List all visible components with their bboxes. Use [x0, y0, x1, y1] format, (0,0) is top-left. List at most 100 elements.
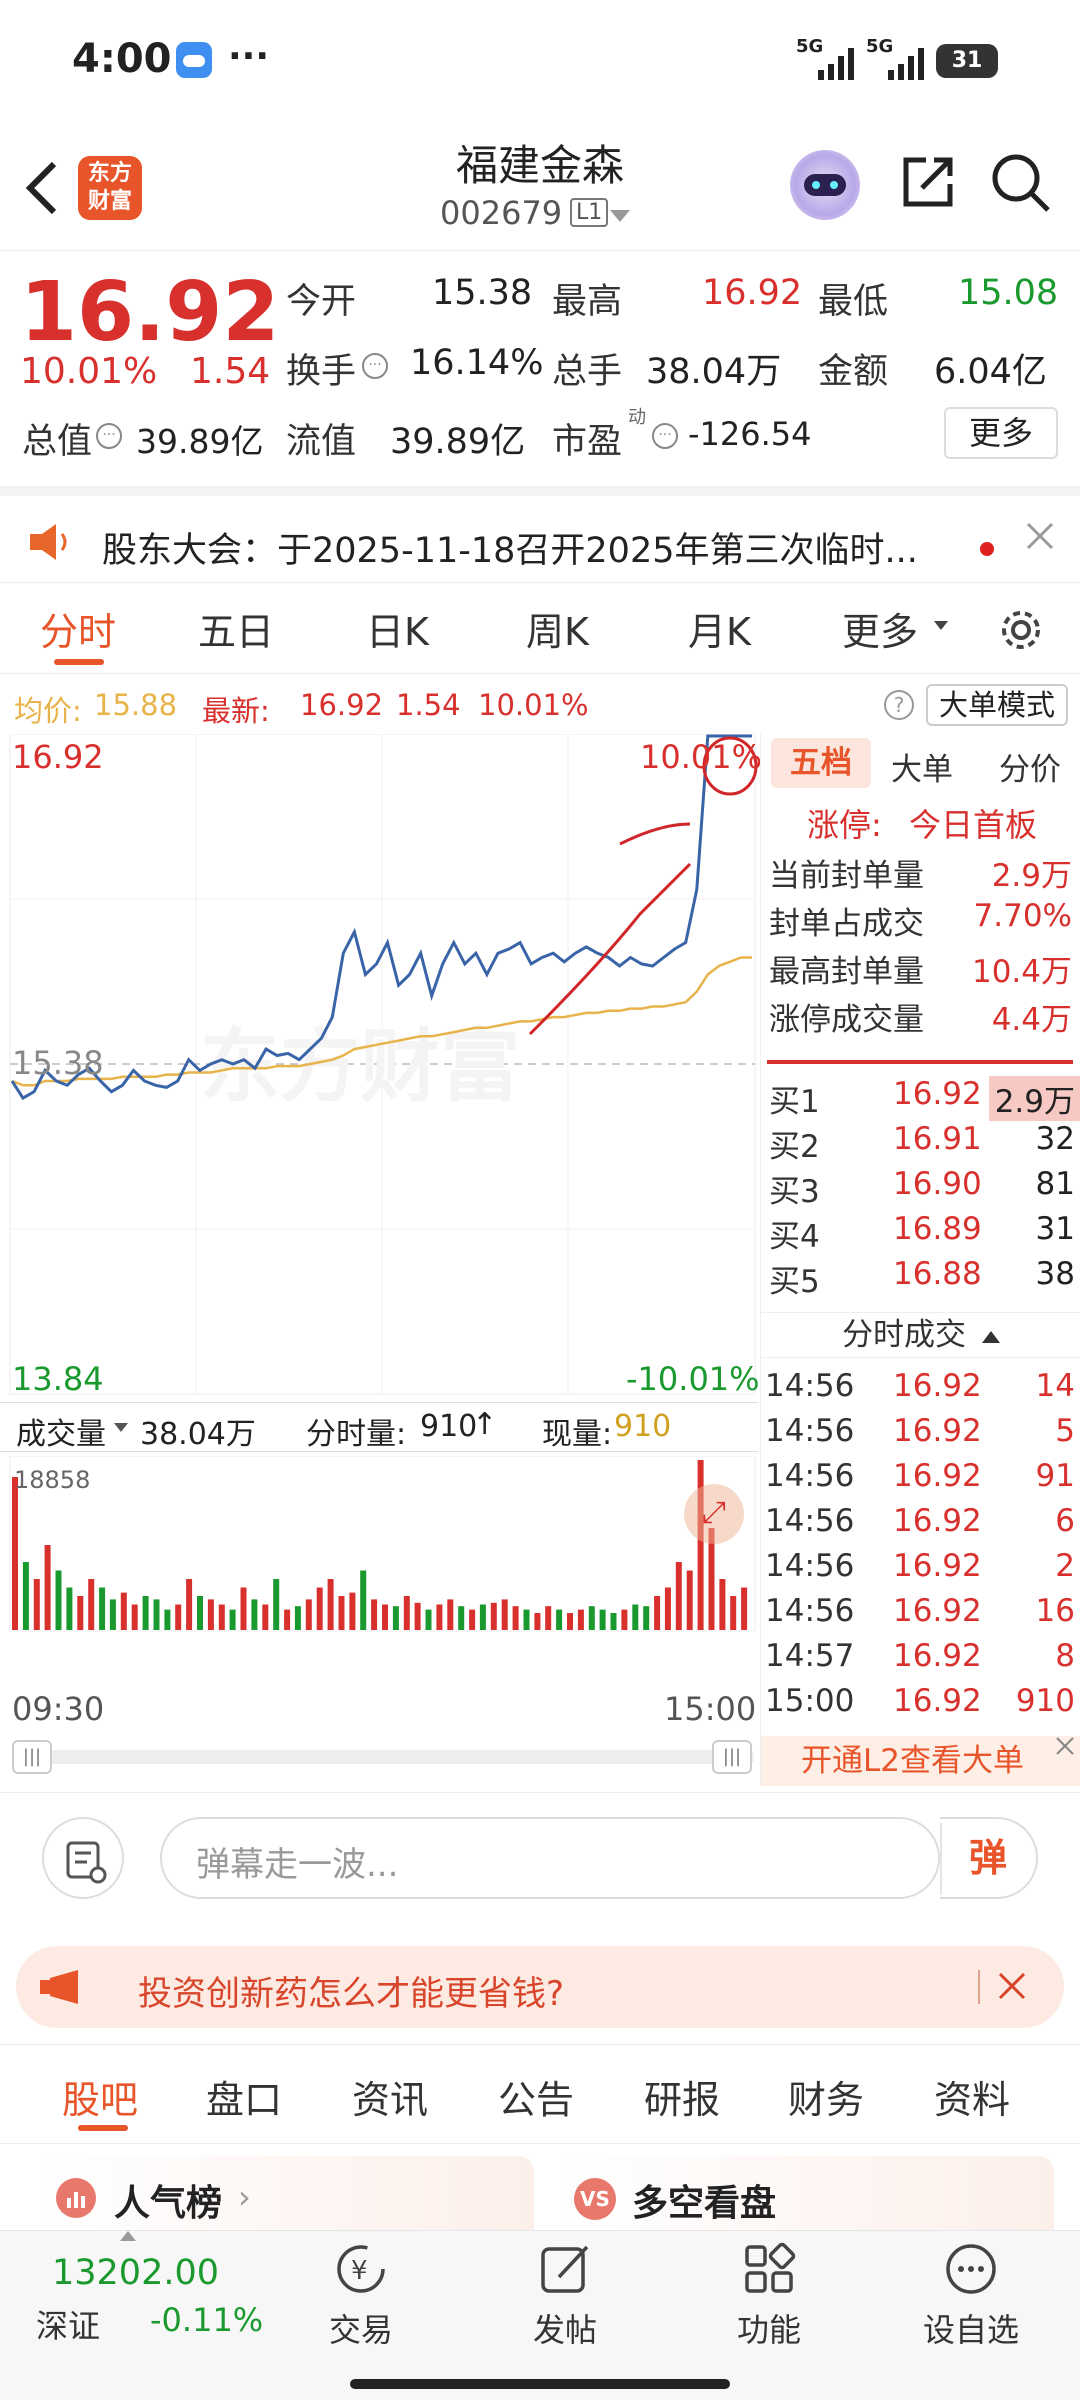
more-button[interactable]: 更多: [944, 407, 1058, 459]
tab-finance[interactable]: 财务: [788, 2078, 865, 2122]
eastmoney-logo[interactable]: 东方 财富: [78, 156, 142, 220]
chart-scroll-track[interactable]: [14, 1750, 754, 1764]
danmu-send-button[interactable]: 弹: [940, 1817, 1038, 1899]
scroll-handle-right[interactable]: |||: [712, 1740, 752, 1774]
nav-add-watchlist-label: 设自选: [922, 2311, 1019, 2349]
info-icon[interactable]: ···: [96, 423, 122, 449]
open-value: 15.38: [432, 273, 533, 313]
stat-label: 最高封单量: [769, 954, 924, 990]
pe-info-icon[interactable]: ···: [652, 423, 678, 449]
bid-label: 买1: [769, 1084, 820, 1120]
index-ticker[interactable]: 13202.00 深证 -0.11%: [0, 2231, 290, 2351]
help-icon[interactable]: ?: [884, 690, 914, 720]
volume-bar: [512, 1606, 519, 1630]
bull-bear-card[interactable]: VS 多空看盘: [554, 2156, 1054, 2236]
nav-post[interactable]: 发帖: [500, 2241, 630, 2351]
close-icon[interactable]: [1022, 518, 1058, 558]
change-amount: 1.54: [190, 351, 271, 392]
tab-guba[interactable]: 股吧: [62, 2078, 139, 2122]
amount-label: 金额: [818, 352, 889, 392]
divider: [978, 1970, 980, 2004]
volume-bar: [12, 1477, 18, 1630]
notice-banner[interactable]: 股东大会：于2025-11-18召开2025年第三次临时...: [0, 486, 1080, 582]
total-volume-value: 38.04万: [140, 1417, 256, 1452]
price-chart[interactable]: 东方财富: [0, 734, 760, 1454]
nav-add-watchlist[interactable]: 设自选: [906, 2241, 1036, 2351]
tab-weekly-k[interactable]: 周K: [526, 610, 589, 654]
bid-row[interactable]: 买1 16.92 2.9万: [761, 1074, 1080, 1121]
tab-intraday[interactable]: 分时: [40, 610, 117, 654]
turnover-info-icon[interactable]: ···: [362, 353, 388, 379]
danmu-settings-icon[interactable]: [42, 1817, 124, 1899]
chart-period-tabs: 分时 五日 日K 周K 月K 更多: [0, 582, 1080, 674]
stat-value: 10.4万: [971, 954, 1072, 990]
tab-daily-k[interactable]: 日K: [366, 610, 429, 654]
volume-bar: [186, 1579, 193, 1630]
settings-gear-icon[interactable]: [996, 605, 1046, 659]
close-icon[interactable]: [1053, 1734, 1077, 1762]
expand-icon[interactable]: ⤢: [684, 1484, 744, 1544]
level-badge[interactable]: L1: [570, 198, 609, 227]
popularity-card[interactable]: 人气榜 ›: [34, 2156, 534, 2236]
tick-row: 14:56 16.92 91: [761, 1456, 1080, 1500]
caret-up-icon: [981, 1330, 1000, 1343]
tick-row: 15:00 16.92 910: [761, 1681, 1080, 1725]
volume-bar: [33, 1579, 40, 1630]
assistant-robot-icon[interactable]: [790, 150, 860, 220]
bid-price: 16.88: [893, 1256, 982, 1292]
pe-label: 市盈: [552, 422, 623, 462]
bid-row[interactable]: 买4 16.89 31: [761, 1209, 1080, 1255]
volume-type-select[interactable]: 成交量: [16, 1417, 106, 1452]
limit-up-value: 今日首板: [909, 806, 1038, 844]
scroll-handle-left[interactable]: |||: [12, 1740, 52, 1774]
volume-bar: [294, 1606, 301, 1630]
bid-row[interactable]: 买2 16.91 32: [761, 1119, 1080, 1165]
volume-bar: [719, 1579, 726, 1630]
ad-banner[interactable]: 投资创新药怎么才能更省钱?: [16, 1946, 1064, 2028]
close-icon[interactable]: [994, 1968, 1030, 2008]
latest-price-value: 16.92: [300, 688, 384, 722]
bid-row[interactable]: 买3 16.90 81: [761, 1164, 1080, 1210]
megaphone-icon: [38, 1968, 86, 2010]
tab-monthly-k[interactable]: 月K: [688, 610, 751, 654]
tab-research[interactable]: 研报: [644, 2078, 721, 2122]
tab-more[interactable]: 更多: [842, 610, 919, 654]
tick-volume: 5: [1055, 1413, 1075, 1449]
volume-bar: [218, 1604, 225, 1630]
logo-line-1: 东方: [87, 161, 132, 186]
stat-value: 2.9万: [991, 858, 1072, 894]
l2-banner[interactable]: 开通L2查看大单: [761, 1736, 1080, 1786]
volume-bar: [305, 1599, 312, 1630]
volume-chart[interactable]: [0, 1456, 760, 1656]
tab-pankou[interactable]: 盘口: [206, 2078, 283, 2122]
tick-time: 14:56: [765, 1593, 855, 1629]
price-line: [10, 734, 752, 1101]
chevron-down-icon[interactable]: [610, 210, 630, 222]
tab-profile[interactable]: 资料: [934, 2078, 1011, 2122]
stock-name: 福建金森: [455, 141, 624, 190]
tab-announcements[interactable]: 公告: [498, 2078, 575, 2122]
side-tab-big-order[interactable]: 大单: [891, 752, 953, 788]
tab-five-day[interactable]: 五日: [198, 610, 275, 654]
tick-price: 16.92: [893, 1548, 982, 1584]
bid-label: 买3: [769, 1174, 820, 1210]
total-value-label: 总值: [22, 422, 93, 462]
nav-trade[interactable]: ¥ 交易: [296, 2241, 426, 2351]
search-icon[interactable]: [990, 152, 1052, 218]
side-tab-five-level[interactable]: 五档: [771, 738, 871, 788]
big-order-mode-button[interactable]: 大单模式: [926, 684, 1068, 726]
home-indicator: [350, 2379, 730, 2389]
status-time: 4:00: [72, 36, 172, 82]
volume-bar: [654, 1596, 661, 1630]
bid-row[interactable]: 买5 16.88 38: [761, 1254, 1080, 1300]
ticks-header[interactable]: 分时成交: [761, 1312, 1080, 1358]
share-icon[interactable]: [898, 152, 958, 216]
tick-row: 14:56 16.92 5: [761, 1411, 1080, 1455]
side-tab-price-dist[interactable]: 分价: [999, 752, 1061, 788]
danmu-input[interactable]: 弹幕走一波...: [160, 1817, 942, 1899]
back-button[interactable]: [22, 158, 62, 222]
tick-row: 14:56 16.92 14: [761, 1366, 1080, 1410]
tab-news[interactable]: 资讯: [352, 2078, 429, 2122]
nav-functions[interactable]: 功能: [704, 2241, 834, 2351]
stat-label: 封单占成交: [769, 906, 924, 942]
